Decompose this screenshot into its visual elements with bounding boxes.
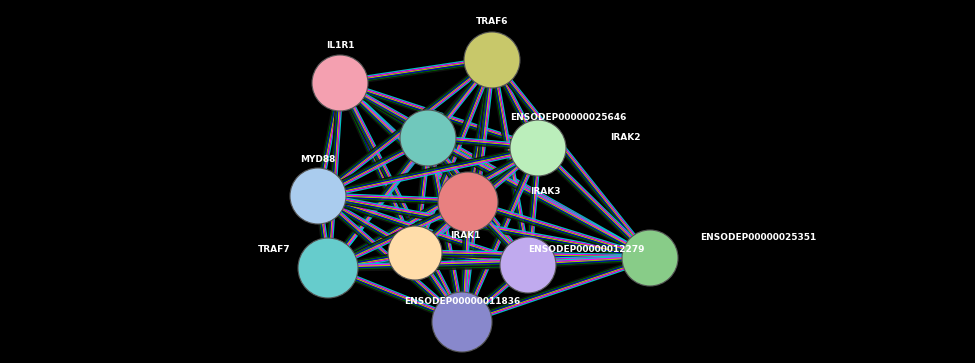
Text: TRAF6: TRAF6 <box>476 17 508 26</box>
Circle shape <box>510 120 566 176</box>
Text: MYD88: MYD88 <box>300 155 335 164</box>
Circle shape <box>290 168 346 224</box>
Circle shape <box>298 238 358 298</box>
Circle shape <box>432 292 492 352</box>
Circle shape <box>438 172 498 232</box>
Circle shape <box>312 55 368 111</box>
Text: IRAK2: IRAK2 <box>610 134 641 143</box>
Text: TRAF7: TRAF7 <box>257 245 290 254</box>
Text: IRAK3: IRAK3 <box>530 188 561 196</box>
Circle shape <box>400 110 456 166</box>
Circle shape <box>464 32 520 88</box>
Text: ENSODEP00000025646: ENSODEP00000025646 <box>510 114 626 122</box>
Text: IRAK1: IRAK1 <box>450 231 481 240</box>
Circle shape <box>388 226 442 280</box>
Circle shape <box>622 230 678 286</box>
Circle shape <box>500 237 556 293</box>
Text: IL1R1: IL1R1 <box>326 41 354 49</box>
Text: ENSODEP00000011836: ENSODEP00000011836 <box>404 298 520 306</box>
Text: ENSODEP00000012279: ENSODEP00000012279 <box>528 245 644 254</box>
Text: ENSODEP00000025351: ENSODEP00000025351 <box>700 233 816 242</box>
